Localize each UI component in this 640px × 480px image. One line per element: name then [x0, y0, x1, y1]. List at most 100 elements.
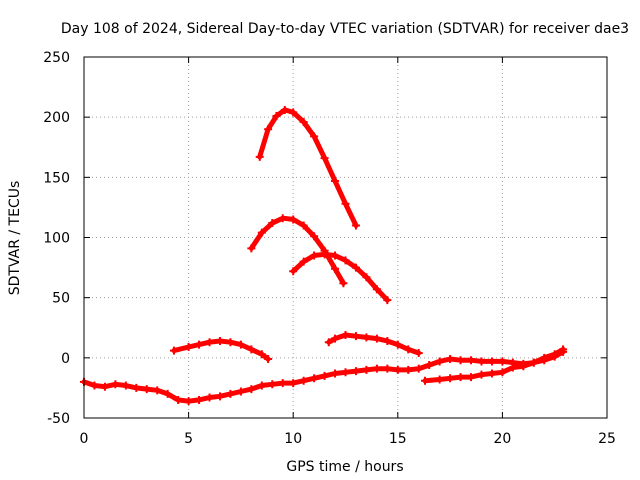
data-point — [339, 279, 348, 288]
data-point — [195, 340, 204, 349]
data-point — [519, 362, 528, 371]
data-point — [289, 108, 298, 117]
data-point — [487, 357, 496, 366]
x-axis-label: GPS time / hours — [286, 459, 403, 475]
data-point — [278, 214, 287, 223]
data-point — [414, 349, 423, 358]
y-tick-label: 0 — [61, 351, 70, 367]
data-point — [247, 244, 256, 253]
data-point — [215, 392, 224, 401]
data-point — [435, 375, 444, 384]
series-trailing-arc — [420, 345, 568, 385]
data-point — [467, 373, 476, 382]
data-point — [351, 263, 360, 272]
data-point — [195, 395, 204, 404]
x-tick-label: 20 — [493, 431, 511, 447]
data-point — [331, 334, 340, 343]
data-point — [467, 356, 476, 365]
data-point — [362, 365, 371, 374]
data-point — [324, 338, 333, 347]
data-point — [383, 296, 392, 305]
data-point — [559, 345, 568, 354]
data-point — [299, 257, 308, 266]
data-point — [320, 250, 329, 259]
data-point — [320, 371, 329, 380]
data-point — [362, 273, 371, 282]
series-arc-c — [289, 250, 392, 305]
data-point — [169, 346, 178, 355]
data-point — [310, 232, 319, 241]
data-point — [383, 336, 392, 345]
data-point — [383, 364, 392, 373]
chart-title: Day 108 of 2024, Sidereal Day-to-day VTE… — [61, 21, 629, 37]
data-point — [414, 364, 423, 373]
data-point — [456, 356, 465, 365]
y-tick-label: -50 — [47, 411, 70, 427]
data-point — [362, 333, 371, 342]
data-point — [446, 374, 455, 383]
series-arc-e — [324, 330, 423, 358]
data-point — [163, 389, 172, 398]
data-point — [247, 385, 256, 394]
data-point — [299, 376, 308, 385]
data-point — [351, 221, 360, 230]
data-point — [289, 379, 298, 388]
y-axis-label: SDTVAR / TECUs — [7, 181, 23, 296]
y-tick-label: 150 — [43, 170, 70, 186]
data-point — [100, 382, 109, 391]
data-point — [498, 357, 507, 366]
data-series — [80, 105, 568, 406]
data-point — [529, 358, 538, 367]
series-arc-b — [247, 214, 348, 288]
series-baseline — [80, 347, 568, 406]
data-point — [341, 199, 350, 208]
data-point — [508, 363, 517, 372]
data-point — [299, 117, 308, 126]
data-point — [90, 381, 99, 390]
data-point — [341, 368, 350, 377]
data-point — [310, 251, 319, 260]
data-point — [310, 132, 319, 141]
data-point — [268, 219, 277, 228]
y-tick-label: 50 — [52, 291, 70, 307]
data-point — [289, 267, 298, 276]
data-point — [264, 355, 273, 364]
series-line — [257, 107, 359, 228]
y-tick-label: 200 — [43, 110, 70, 126]
x-tick-label: 10 — [284, 431, 302, 447]
data-point — [341, 256, 350, 265]
data-point — [351, 367, 360, 376]
series-line — [422, 346, 566, 384]
data-point — [132, 383, 141, 392]
data-point — [320, 154, 329, 163]
data-point — [310, 374, 319, 383]
data-point — [121, 381, 130, 390]
series-arc-a — [255, 105, 360, 230]
axis-ticks: 0 5 10 15 20 25 -50 0 50 100 150 200 250 — [43, 50, 616, 447]
series-line — [326, 332, 422, 356]
data-point — [289, 215, 298, 224]
data-point — [215, 336, 224, 345]
data-point — [404, 365, 413, 374]
series-line — [290, 251, 390, 303]
data-point — [487, 369, 496, 378]
data-point — [341, 330, 350, 339]
data-point — [257, 228, 266, 237]
data-point — [420, 376, 429, 385]
y-tick-label: 100 — [43, 231, 70, 247]
data-point — [299, 221, 308, 230]
data-point — [372, 364, 381, 373]
data-point — [236, 387, 245, 396]
data-point — [111, 380, 120, 389]
data-point — [425, 361, 434, 370]
data-point — [226, 338, 235, 347]
data-point — [540, 353, 549, 362]
series-line — [171, 338, 271, 362]
x-tick-label: 25 — [598, 431, 616, 447]
x-tick-label: 15 — [389, 431, 407, 447]
data-point — [393, 365, 402, 374]
data-point — [351, 332, 360, 341]
data-point — [226, 389, 235, 398]
data-point — [477, 370, 486, 379]
